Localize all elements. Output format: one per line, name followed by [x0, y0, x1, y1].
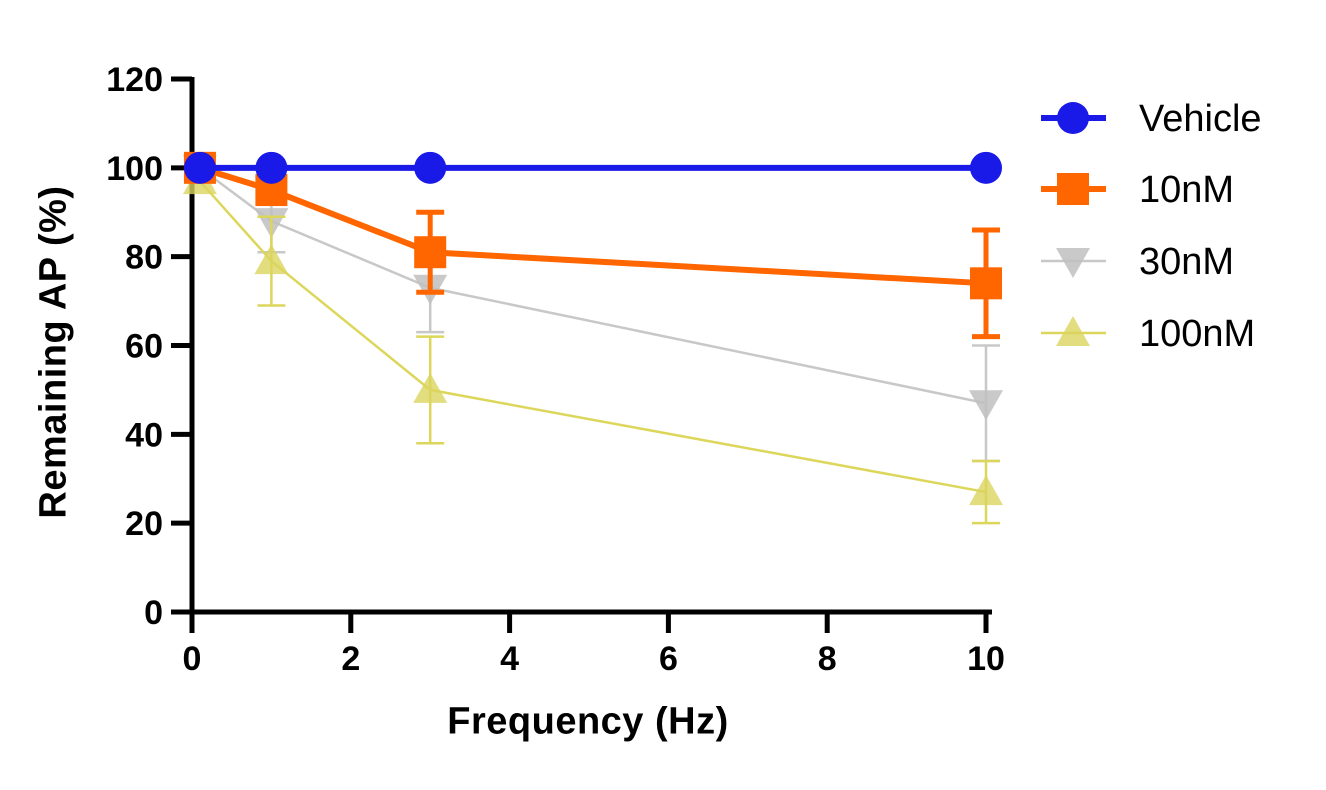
- legend-item-vehicle: Vehicle: [1041, 98, 1262, 140]
- series-line: [199, 164, 987, 287]
- x-tick-label-10: 10: [967, 640, 1005, 678]
- data-point-marker: [183, 151, 216, 184]
- y-tick-label-100: 100: [106, 150, 163, 188]
- legend-label: 10nM: [1139, 169, 1234, 211]
- y-tick-label-20: 20: [125, 505, 163, 543]
- legend: Vehicle 10nM 30nM 100nM: [1041, 98, 1262, 355]
- series-vehicle: [183, 151, 1002, 184]
- x-tick-label-8: 8: [818, 640, 837, 678]
- data-point-marker: [254, 244, 289, 275]
- data-point-marker: [969, 475, 1003, 506]
- legend-item-10nm: 10nM: [1041, 169, 1234, 211]
- x-tick-label-6: 6: [659, 640, 678, 678]
- data-point-marker: [414, 151, 447, 184]
- x-tick-label-4: 4: [500, 640, 519, 678]
- legend-label: Vehicle: [1139, 98, 1262, 140]
- legend-marker-triangle-up: [1056, 316, 1090, 346]
- y-tick-label-60: 60: [125, 328, 163, 366]
- data-point-marker: [970, 267, 1002, 300]
- legend-marker-circle: [1057, 102, 1089, 134]
- series-line: [199, 166, 987, 405]
- y-tick-label-0: 0: [144, 594, 163, 632]
- data-point-marker: [255, 151, 288, 184]
- x-axis-title: Frequency (Hz): [447, 700, 729, 743]
- data-point-marker: [413, 372, 448, 403]
- y-tick-label-40: 40: [125, 416, 163, 454]
- legend-marker-square: [1057, 173, 1089, 205]
- data-point-marker: [414, 236, 447, 269]
- legend-label: 30nM: [1139, 241, 1234, 283]
- legend-marker-triangle-down: [1056, 248, 1090, 278]
- y-axis-title: Remaining AP (%): [32, 185, 75, 519]
- y-tick-label-80: 80: [125, 239, 163, 277]
- legend-item-100nm: 100nM: [1041, 313, 1255, 355]
- legend-label: 100nM: [1139, 313, 1255, 355]
- legend-item-30nm: 30nM: [1041, 241, 1234, 283]
- series-line: [199, 180, 987, 494]
- series-10nm: [183, 151, 1002, 340]
- data-point-marker: [969, 390, 1003, 421]
- series-100nm: [182, 164, 1003, 525]
- y-tick-label-120: 120: [106, 61, 163, 99]
- x-tick-label-0: 0: [183, 640, 202, 678]
- data-point-marker: [970, 151, 1002, 184]
- x-tick-label-2: 2: [341, 640, 360, 678]
